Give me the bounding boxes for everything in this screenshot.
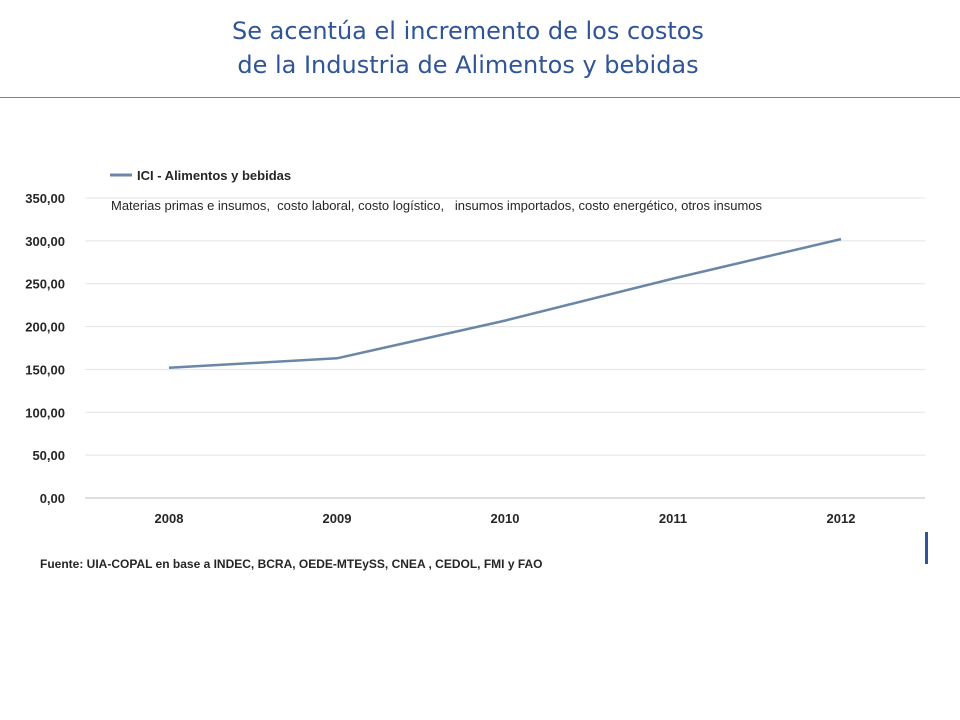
legend-label: ICI - Alimentos y bebidas bbox=[137, 168, 291, 183]
y-tick-labels: 0,00 50,00 100,00 150,00 200,00 250,00 300,00 3… bbox=[25, 191, 65, 506]
chart-svg: 0,00 50,00 100,00 150,00 200,00 250,00 300,00 3… bbox=[25, 168, 925, 526]
y-tick-label: 350,00 bbox=[25, 191, 65, 206]
title-divider bbox=[0, 97, 960, 98]
slide-title: Se acentúa el incremento de los costos d… bbox=[0, 14, 936, 82]
series-line bbox=[168, 237, 842, 369]
slide-title-line-2: de la Industria de Alimentos y bebidas bbox=[237, 51, 699, 79]
x-tick-labels: 2008 2009 2010 2011 2012 bbox=[155, 511, 856, 526]
legend: ICI - Alimentos y bebidas bbox=[110, 168, 291, 183]
y-tick-label: 150,00 bbox=[25, 362, 65, 377]
y-tick-label: 250,00 bbox=[25, 277, 65, 292]
slide-title-line-1: Se acentúa el incremento de los costos bbox=[232, 17, 704, 45]
line-chart: 0,00 50,00 100,00 150,00 200,00 250,00 300,00 3… bbox=[0, 140, 960, 600]
y-tick-label: 100,00 bbox=[25, 405, 65, 420]
y-tick-label: 0,00 bbox=[40, 491, 65, 506]
y-tick-label: 200,00 bbox=[25, 320, 65, 335]
series-lines bbox=[168, 237, 842, 369]
x-tick-label: 2011 bbox=[659, 511, 687, 526]
x-tick-label: 2010 bbox=[491, 511, 520, 526]
y-tick-label: 300,00 bbox=[25, 234, 65, 249]
y-tick-label: 50,00 bbox=[32, 448, 65, 463]
side-accent-bar bbox=[925, 532, 928, 564]
gridlines bbox=[85, 197, 925, 456]
x-tick-label: 2008 bbox=[155, 511, 184, 526]
source-note: Fuente: UIA-COPAL en base a INDEC, BCRA,… bbox=[40, 557, 543, 571]
x-tick-label: 2012 bbox=[827, 511, 856, 526]
x-tick-label: 2009 bbox=[323, 511, 352, 526]
chart-annotation: Materias primas e insumos, costo laboral… bbox=[111, 198, 763, 213]
